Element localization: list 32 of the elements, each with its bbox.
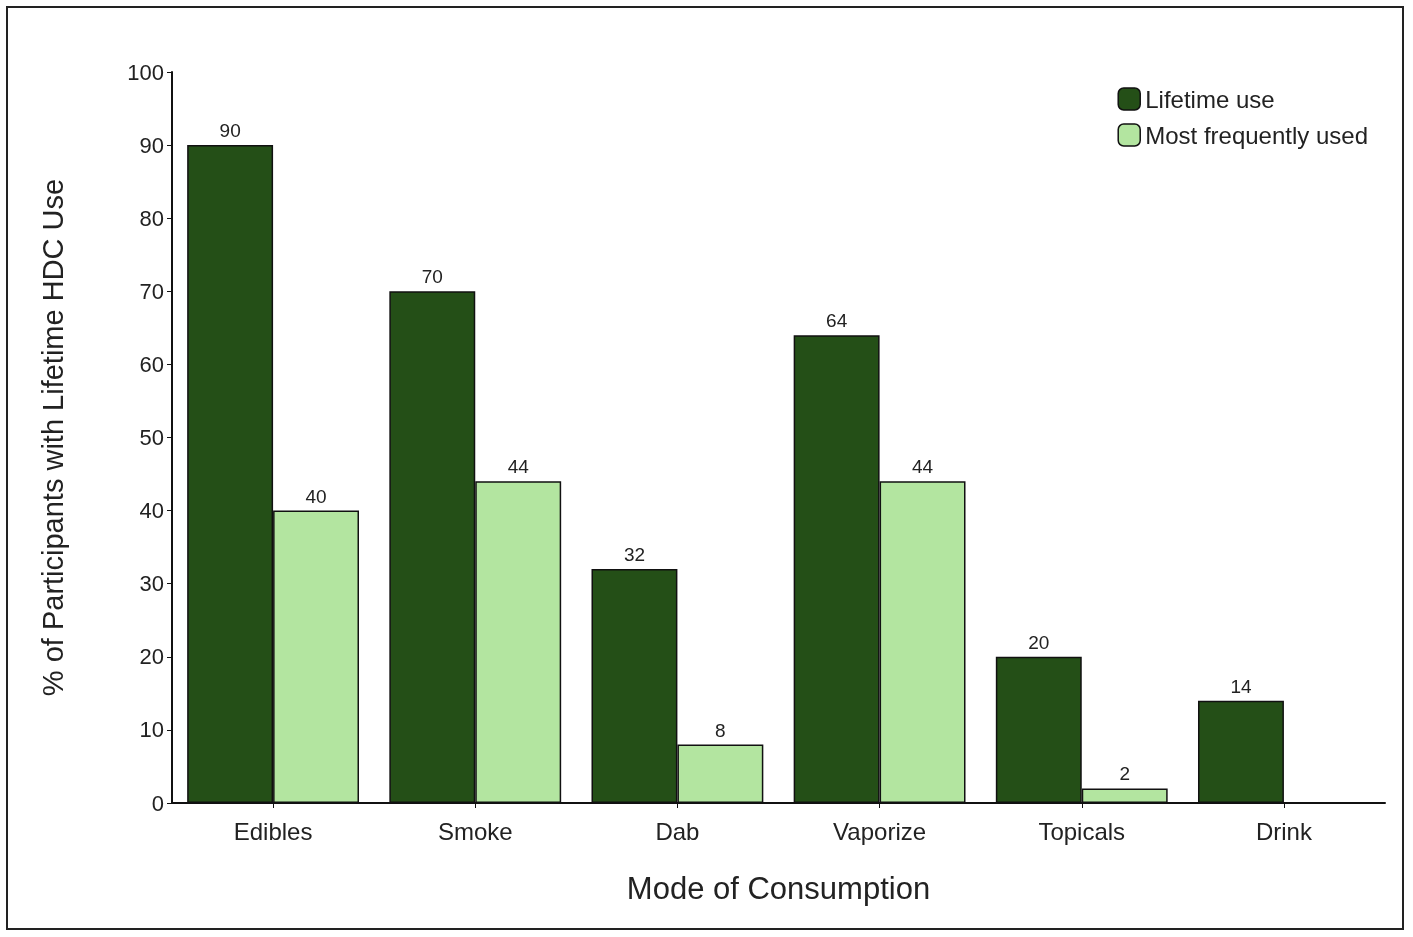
data-label: 14 — [1230, 675, 1252, 697]
data-label: 90 — [219, 120, 241, 142]
x-axis-title: Mode of Consumption — [626, 871, 931, 906]
data-label: 40 — [305, 485, 327, 507]
y-tick-label: 60 — [139, 351, 164, 377]
y-tick-label: 50 — [139, 425, 164, 450]
y-tick-label: 0 — [151, 790, 164, 816]
y-tick-label: 80 — [139, 205, 164, 231]
legend-label: Most frequently used — [1145, 121, 1369, 149]
y-tick-label: 30 — [139, 571, 164, 597]
data-label: 8 — [715, 719, 726, 741]
x-tick-label: Edibles — [233, 817, 313, 845]
data-label: 2 — [1119, 763, 1130, 785]
y-tick-label: 90 — [139, 132, 164, 158]
data-label: 70 — [421, 266, 443, 288]
y-tick-label: 100 — [127, 59, 164, 85]
legend-label: Lifetime use — [1145, 85, 1275, 113]
x-tick-label: Vaporize — [833, 817, 927, 845]
data-label: 20 — [1028, 631, 1050, 653]
x-tick-label: Dab — [655, 817, 700, 845]
y-tick-label: 40 — [139, 498, 164, 524]
y-tick-label: 20 — [139, 644, 164, 670]
y-tick-label: 70 — [139, 278, 164, 304]
y-axis-title: % of Participants with Lifetime HDC Use — [36, 178, 69, 697]
data-label: 44 — [507, 456, 530, 478]
data-label: 44 — [911, 456, 934, 478]
data-label: 64 — [826, 310, 848, 332]
y-tick-label: 10 — [139, 717, 164, 743]
x-tick-label: Drink — [1255, 817, 1313, 845]
data-label: 32 — [623, 544, 646, 566]
x-tick-label: Smoke — [437, 817, 513, 845]
x-tick-label: Topicals — [1038, 817, 1126, 845]
